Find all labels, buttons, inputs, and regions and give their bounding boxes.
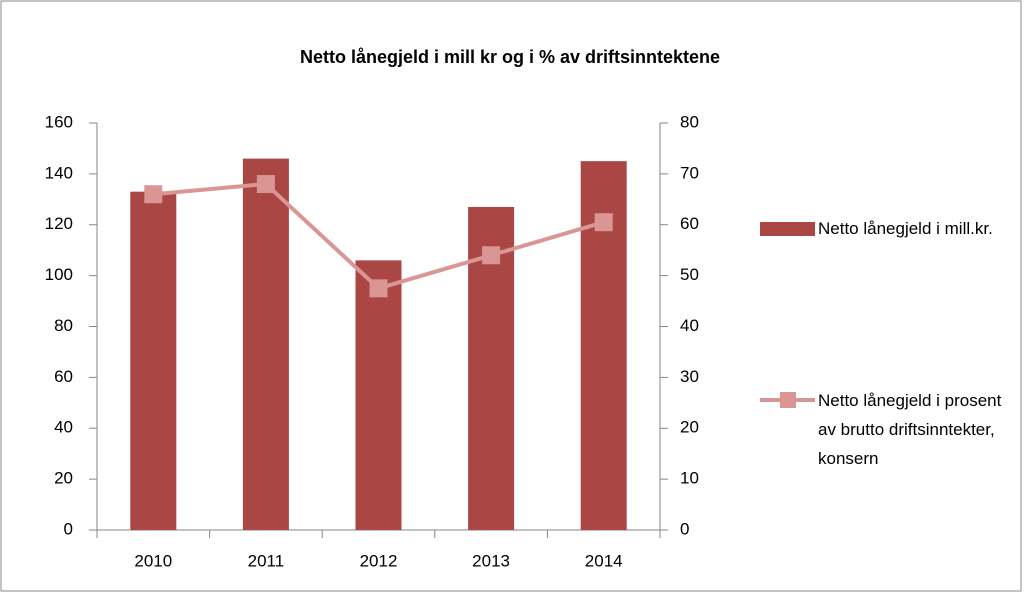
- legend-label: Netto lånegjeld i prosent av brutto drif…: [818, 391, 1002, 468]
- y2-tick-label: 50: [680, 265, 699, 284]
- y2-tick-label: 10: [680, 469, 699, 488]
- y2-tick-label: 0: [680, 519, 689, 538]
- y2-tick-label: 60: [680, 214, 699, 233]
- y-tick-label: 40: [54, 418, 73, 437]
- bar: [242, 158, 289, 531]
- marker: [256, 175, 275, 194]
- bar: [130, 191, 177, 530]
- y-tick-label: 80: [54, 316, 73, 335]
- y-tick-label: 60: [54, 367, 73, 386]
- marker: [482, 246, 501, 265]
- bar: [355, 260, 402, 530]
- chart-title: Netto lånegjeld i mill kr og i % av drif…: [300, 47, 720, 67]
- x-tick-label: 2011: [248, 551, 285, 570]
- x-tick-label: 2010: [134, 551, 172, 570]
- marker: [594, 213, 613, 232]
- legend-swatch: [760, 222, 815, 236]
- y2-tick-label: 20: [680, 418, 699, 437]
- y2-tick-label: 40: [680, 316, 699, 335]
- y-tick-label: 100: [45, 265, 73, 284]
- y-tick-label: 20: [54, 469, 73, 488]
- y2-tick-label: 80: [680, 112, 699, 131]
- y2-tick-label: 70: [680, 163, 699, 182]
- legend-swatch: [780, 392, 796, 408]
- x-tick-label: 2013: [472, 551, 510, 570]
- y-tick-label: 160: [45, 112, 73, 131]
- marker: [369, 279, 388, 298]
- y-tick-label: 140: [45, 163, 73, 182]
- y-tick-label: 120: [45, 214, 73, 233]
- x-tick-label: 2012: [360, 551, 398, 570]
- y2-tick-label: 30: [680, 367, 699, 386]
- y-tick-label: 0: [64, 519, 73, 538]
- marker: [144, 185, 163, 204]
- x-tick-label: 2014: [585, 551, 623, 570]
- legend-label: Netto lånegjeld i mill.kr.: [818, 219, 993, 238]
